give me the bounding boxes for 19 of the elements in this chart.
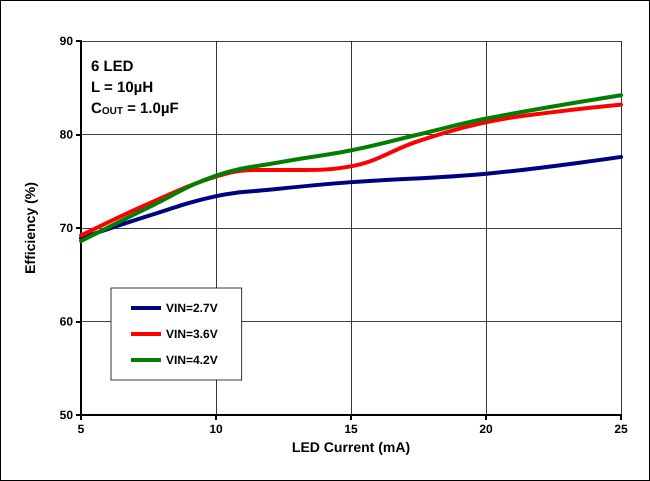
legend-label: VIN=4.2V xyxy=(166,353,218,367)
x-axis-title: LED Current (mA) xyxy=(292,438,410,455)
x-tick-label: 15 xyxy=(344,422,358,436)
annotation: COUT = 1.0µF xyxy=(91,100,179,117)
y-tick-label: 60 xyxy=(60,314,74,328)
x-tick-label: 20 xyxy=(479,422,493,436)
line-series xyxy=(79,154,623,240)
legend-label: VIN=2.7V xyxy=(166,301,218,315)
y-tick-label: 90 xyxy=(60,34,74,48)
legend-label: VIN=3.6V xyxy=(166,327,218,341)
annotation: 6 LED xyxy=(91,58,134,75)
x-tick-label: 5 xyxy=(78,422,85,436)
x-tick-label: 25 xyxy=(614,422,628,436)
annotation: L = 10µH xyxy=(91,79,154,96)
y-tick-label: 70 xyxy=(60,221,74,235)
y-axis-title: Efficiency (%) xyxy=(22,182,38,274)
x-tick-label: 10 xyxy=(209,422,223,436)
y-tick-label: 80 xyxy=(60,128,74,142)
y-tick-label: 50 xyxy=(60,408,74,422)
